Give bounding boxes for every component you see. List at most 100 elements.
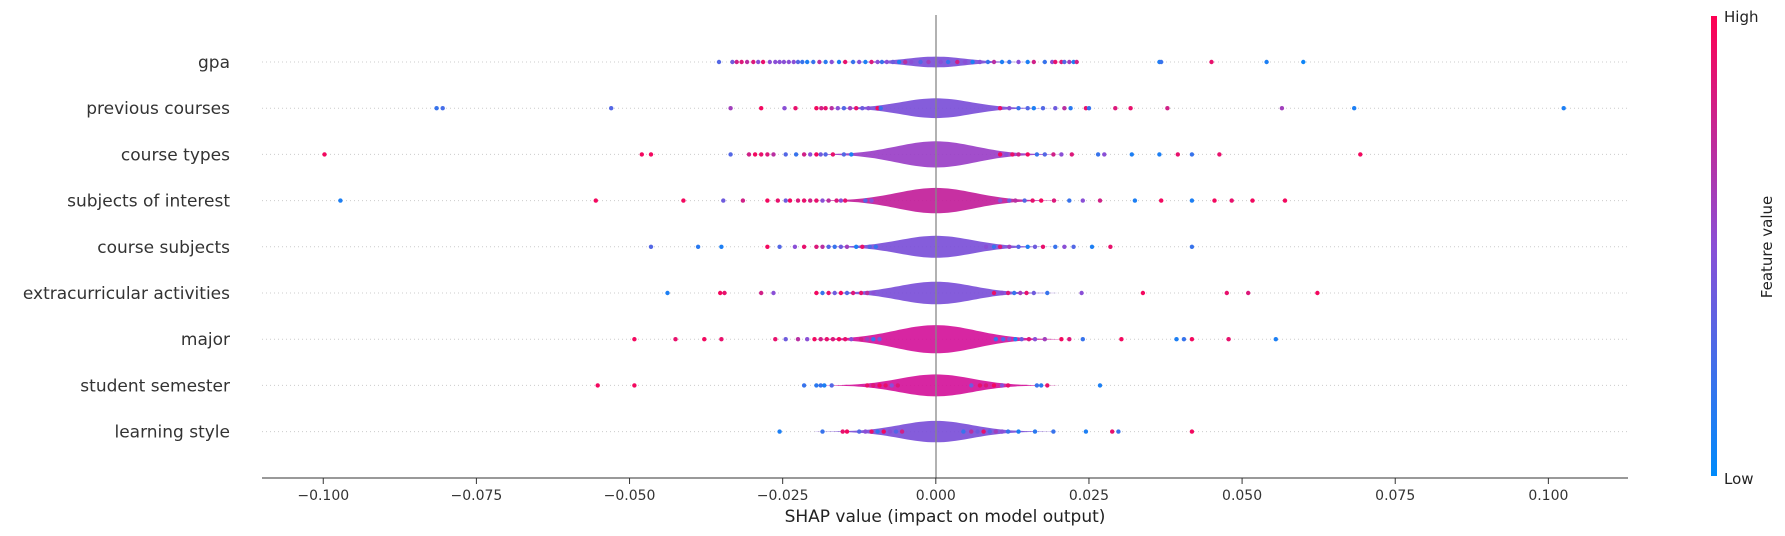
data-point	[1067, 198, 1072, 203]
data-point	[832, 244, 837, 249]
feature-label: learning style	[114, 423, 230, 443]
data-point	[843, 59, 848, 65]
data-point	[1071, 244, 1076, 249]
data-point	[808, 152, 813, 157]
data-point	[969, 383, 974, 388]
data-point	[869, 59, 874, 65]
data-point	[997, 152, 1003, 157]
data-point	[787, 198, 793, 203]
data-point	[961, 429, 966, 434]
data-point	[983, 244, 989, 249]
data-point	[609, 106, 614, 111]
data-point	[812, 337, 817, 342]
data-point	[1086, 106, 1092, 111]
data-point	[1059, 337, 1064, 342]
data-point	[909, 59, 914, 65]
data-point	[1053, 106, 1058, 111]
data-point	[1039, 198, 1044, 203]
data-point	[997, 198, 1003, 203]
data-point	[877, 383, 882, 388]
data-point	[875, 429, 880, 434]
data-point	[1013, 198, 1018, 203]
data-point	[1264, 59, 1269, 65]
data-point	[1067, 337, 1072, 342]
data-point	[801, 152, 807, 157]
data-point	[1097, 198, 1103, 203]
data-point	[843, 198, 848, 203]
data-point	[1031, 106, 1037, 111]
data-point	[1273, 337, 1279, 342]
data-point	[773, 59, 778, 65]
data-point	[1080, 337, 1086, 342]
data-point	[1005, 290, 1011, 296]
data-point	[875, 106, 880, 111]
data-point	[1016, 152, 1021, 157]
data-point	[1026, 337, 1032, 342]
data-point	[841, 106, 847, 111]
data-point	[871, 383, 876, 388]
data-point	[795, 59, 801, 65]
data-point	[716, 59, 722, 65]
data-point	[865, 337, 870, 342]
data-point	[777, 429, 782, 434]
data-point	[648, 152, 654, 157]
data-point	[1004, 152, 1009, 157]
feature-label: subjects of interest	[67, 192, 230, 212]
x-tick-label: 0.075	[1375, 488, 1415, 504]
data-point	[865, 383, 870, 388]
data-point	[826, 244, 831, 249]
data-point	[1042, 337, 1048, 342]
data-point	[1189, 198, 1195, 203]
data-point	[999, 429, 1005, 434]
feature-label: previous courses	[86, 99, 230, 119]
data-point	[1315, 290, 1320, 296]
data-point	[1561, 106, 1566, 111]
data-point	[695, 244, 701, 249]
data-point	[826, 290, 831, 296]
data-point	[1097, 383, 1103, 388]
data-point	[857, 429, 862, 434]
data-point	[983, 383, 989, 388]
data-point	[820, 198, 825, 203]
data-point	[843, 337, 848, 342]
data-point	[849, 337, 854, 342]
data-point	[820, 429, 825, 434]
feature-label: student semester	[80, 376, 230, 396]
data-point	[844, 244, 850, 249]
data-point	[805, 337, 810, 342]
data-point	[1001, 337, 1006, 342]
data-point	[1032, 429, 1038, 434]
data-point	[783, 198, 788, 203]
feature-label: extracurricular activities	[23, 284, 230, 304]
data-point	[1113, 106, 1118, 111]
x-axis-ticks: −0.100 −0.075 −0.050 −0.025 0.000 0.025 0.050 0…	[297, 478, 1568, 504]
data-point	[999, 383, 1005, 388]
data-point	[783, 337, 788, 342]
data-point	[969, 429, 974, 434]
data-point	[767, 59, 772, 65]
data-point	[857, 59, 862, 65]
data-point	[1224, 290, 1230, 296]
data-point	[1226, 337, 1231, 342]
data-point	[665, 290, 670, 296]
data-point	[1129, 152, 1135, 157]
data-point	[1189, 244, 1195, 249]
colorbar-title: Feature value	[1758, 196, 1776, 298]
data-point	[993, 429, 998, 434]
data-point	[1116, 429, 1121, 434]
data-point	[1132, 198, 1138, 203]
data-point	[1157, 152, 1162, 157]
data-point	[997, 106, 1003, 111]
data-point	[783, 152, 788, 157]
data-point	[865, 290, 870, 296]
data-point	[1229, 198, 1234, 203]
data-point	[1189, 337, 1195, 342]
data-point	[751, 59, 756, 65]
data-point	[1108, 244, 1113, 249]
feature-label: major	[181, 330, 230, 350]
data-point	[1181, 337, 1187, 342]
data-point	[1279, 106, 1285, 111]
colorbar-low-label: Low	[1724, 470, 1754, 488]
data-point	[801, 383, 807, 388]
data-point	[648, 244, 654, 249]
